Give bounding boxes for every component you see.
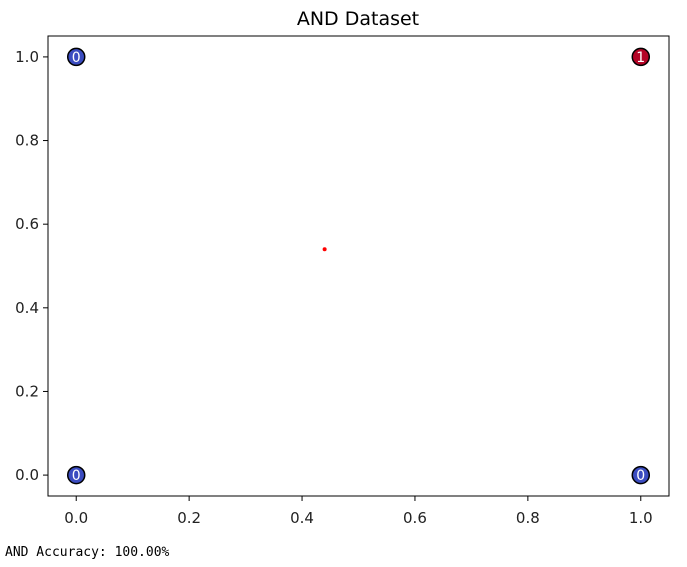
data-point <box>66 47 86 67</box>
accuracy-output: AND Accuracy: 100.00% <box>5 545 170 560</box>
x-tick-label: 0.6 <box>403 509 427 527</box>
chart-title: AND Dataset <box>297 8 419 30</box>
data-point <box>631 465 651 485</box>
y-tick-label: 0.4 <box>15 299 39 317</box>
y-tick-label: 1.0 <box>15 48 39 66</box>
marker-point <box>322 247 327 252</box>
x-tick-label: 0.4 <box>290 509 314 527</box>
x-tick-label: 1.0 <box>629 509 653 527</box>
data-point <box>66 465 86 485</box>
x-tick-label: 0.2 <box>177 509 201 527</box>
y-tick-label: 0.0 <box>15 466 39 484</box>
plot-area-frame <box>47 35 670 497</box>
y-tick-label: 0.8 <box>15 132 39 150</box>
data-point-label: 1 <box>636 50 645 66</box>
scatter-chart: AND Dataset 0.0 0.2 0.4 0.6 0.8 1.0 0.0 0.2 0.4… <box>15 8 670 527</box>
data-point-label: 0 <box>636 468 645 484</box>
y-tick-label: 0.2 <box>15 382 39 400</box>
data-point <box>631 47 651 67</box>
x-tick-label: 0.8 <box>516 509 540 527</box>
data-point-label: 0 <box>72 468 81 484</box>
y-tick-label: 0.6 <box>15 215 39 233</box>
data-points: 0 0 0 1 <box>66 47 651 485</box>
y-axis-ticks: 0.0 0.2 0.4 0.6 0.8 1.0 <box>15 48 48 484</box>
x-tick-label: 0.0 <box>64 509 88 527</box>
x-axis-ticks: 0.0 0.2 0.4 0.6 0.8 1.0 <box>64 496 653 527</box>
data-point-label: 0 <box>72 50 81 66</box>
